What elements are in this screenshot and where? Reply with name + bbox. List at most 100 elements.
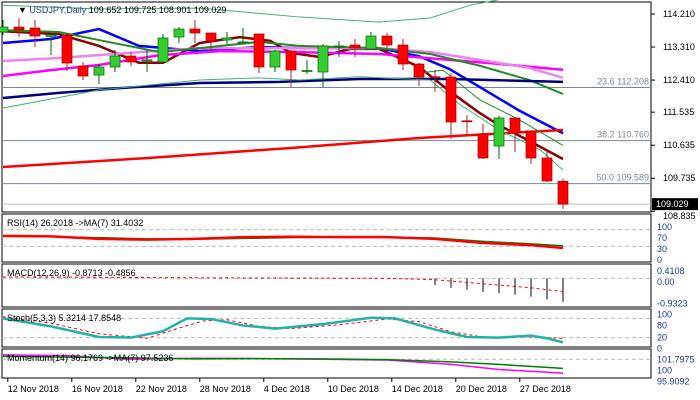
fib-level-label: 50.0 109.589 bbox=[596, 173, 649, 183]
rsi-line bbox=[2, 234, 564, 250]
candle-body bbox=[0, 26, 9, 33]
candle-body bbox=[141, 59, 153, 62]
momentum-ma-line bbox=[2, 355, 564, 370]
candle bbox=[557, 178, 569, 209]
level-label: 100 bbox=[657, 366, 672, 376]
candle bbox=[29, 20, 41, 48]
candle-body bbox=[365, 35, 377, 50]
panel-frame bbox=[1, 1, 652, 213]
candle bbox=[237, 28, 249, 45]
x-axis: 12 Nov 2018 16 Nov 2018 22 Nov 2018 28 Nov … bbox=[7, 378, 571, 394]
candle-body bbox=[493, 117, 505, 147]
candle bbox=[413, 63, 425, 87]
price-tick-label: 114.210 bbox=[663, 9, 695, 19]
candle-body bbox=[77, 65, 89, 77]
candle-body bbox=[205, 32, 217, 42]
candle bbox=[429, 70, 441, 93]
candle-body bbox=[173, 28, 185, 38]
candle-body bbox=[285, 50, 297, 71]
candle-body bbox=[381, 35, 393, 46]
candle bbox=[349, 39, 361, 58]
x-tick-label: 10 Dec 2018 bbox=[328, 384, 379, 394]
candle bbox=[461, 115, 473, 136]
level-label: 0.4108 bbox=[657, 266, 685, 276]
candle bbox=[253, 33, 265, 74]
rsi-label: RSI(14) 26.2018 ->MA(7) 31.4032 bbox=[7, 218, 143, 228]
candle bbox=[525, 130, 537, 165]
candle bbox=[77, 62, 89, 81]
candle-body bbox=[541, 157, 553, 182]
candle bbox=[141, 50, 153, 73]
candle bbox=[0, 20, 9, 36]
candle-body bbox=[29, 27, 41, 37]
candle bbox=[285, 50, 297, 88]
panel-frame bbox=[1, 263, 652, 308]
level-label: 0 bbox=[657, 255, 662, 265]
panel-frame bbox=[1, 213, 652, 263]
macd-label: MACD(12,26,9) -0.8713 -0.4856 bbox=[7, 268, 136, 278]
candle bbox=[221, 32, 233, 45]
candle bbox=[45, 34, 57, 56]
candle bbox=[173, 27, 185, 44]
candle-body bbox=[61, 34, 73, 64]
candle-body bbox=[429, 76, 441, 79]
candle bbox=[541, 150, 553, 183]
candle-body bbox=[45, 34, 57, 37]
level-label: 100 bbox=[657, 222, 672, 232]
main-price-panel[interactable]: 23.6 112.208 38.2 110.760 50.0 109.589 114.… bbox=[0, 0, 698, 221]
candle bbox=[93, 64, 105, 85]
x-tick-label: 12 Nov 2018 bbox=[8, 384, 59, 394]
candle-body bbox=[445, 76, 457, 123]
candle bbox=[157, 34, 169, 63]
candle-body bbox=[349, 44, 361, 49]
x-tick-label: 27 Dec 2018 bbox=[520, 384, 571, 394]
ohlc-values: 109.652 109.725 108.901 109.029 bbox=[89, 5, 227, 15]
candle-body bbox=[333, 45, 345, 48]
level-label: 100 bbox=[657, 310, 672, 320]
candle-body bbox=[557, 180, 569, 205]
candle bbox=[397, 39, 409, 71]
stoch-main-line bbox=[2, 316, 564, 344]
candle-body bbox=[477, 133, 489, 159]
x-tick-label: 14 Dec 2018 bbox=[392, 384, 443, 394]
candle bbox=[365, 32, 377, 51]
symbol-label: USDJPY,Daily bbox=[29, 5, 86, 15]
candle-body bbox=[237, 41, 249, 44]
candle bbox=[13, 18, 25, 38]
price-tick-label: 109.735 bbox=[663, 173, 696, 183]
candle-body bbox=[125, 55, 137, 63]
level-label: 0.00 bbox=[657, 277, 675, 287]
green-ma-line bbox=[2, 29, 564, 95]
x-tick-label: 22 Nov 2018 bbox=[136, 384, 187, 394]
candle-body bbox=[317, 45, 329, 73]
candle bbox=[205, 32, 217, 51]
level-label: 70 bbox=[657, 233, 667, 243]
candle-body bbox=[157, 37, 169, 63]
candle bbox=[445, 73, 457, 140]
dropdown-arrow-icon[interactable]: ▼ bbox=[18, 5, 29, 15]
candle-body bbox=[461, 120, 473, 123]
macd-signal-line bbox=[2, 276, 564, 293]
x-tick-label: 20 Dec 2018 bbox=[456, 384, 507, 394]
candle-body bbox=[221, 37, 233, 41]
price-tick-label: 111.535 bbox=[663, 107, 694, 117]
level-label: 30 bbox=[657, 244, 667, 254]
bb-lower-line bbox=[2, 76, 564, 171]
level-label: 20 bbox=[657, 333, 667, 343]
candle-body bbox=[413, 63, 425, 78]
momentum-label: Momentum(14) 96.1769 ->MA(7) 97.5236 bbox=[7, 353, 173, 363]
candle-body bbox=[525, 130, 537, 159]
candle bbox=[301, 60, 313, 75]
level-label: 101.7975 bbox=[657, 355, 695, 365]
level-label: 95.9092 bbox=[657, 377, 690, 387]
candle-body bbox=[301, 70, 313, 72]
level-label: 0 bbox=[657, 344, 662, 354]
panel-frame bbox=[1, 308, 652, 348]
x-tick-label: 28 Nov 2018 bbox=[200, 384, 251, 394]
chart-title: ▼ USDJPY,Daily 109.652 109.725 108.901 1… bbox=[18, 5, 226, 15]
